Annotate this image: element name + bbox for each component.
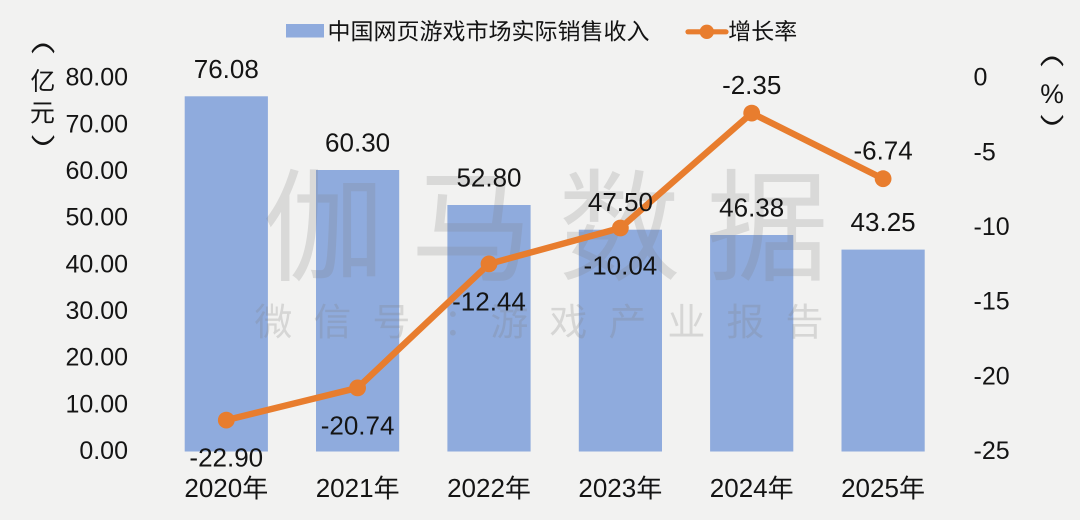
svg-text:-22.90: -22.90 — [189, 443, 263, 473]
svg-text:2021: 2021 — [316, 473, 374, 503]
svg-text:40.00: 40.00 — [65, 250, 128, 278]
svg-text:0.00: 0.00 — [79, 437, 128, 465]
svg-text:47.50: 47.50 — [588, 187, 653, 217]
svg-text:2023: 2023 — [578, 473, 636, 503]
svg-text:-10.04: -10.04 — [584, 251, 658, 281]
svg-text:2025: 2025 — [841, 473, 899, 503]
svg-text:46.38: 46.38 — [719, 192, 784, 222]
svg-text:-5: -5 — [974, 138, 996, 166]
svg-text:-20.74: -20.74 — [321, 410, 395, 440]
svg-text:60.30: 60.30 — [325, 128, 390, 158]
svg-text:2022: 2022 — [447, 473, 505, 503]
svg-text:76.08: 76.08 — [194, 54, 259, 84]
svg-text:43.25: 43.25 — [851, 207, 916, 237]
svg-text:-25: -25 — [974, 437, 1010, 465]
svg-text:70.00: 70.00 — [65, 110, 128, 138]
svg-text:-10: -10 — [974, 213, 1010, 241]
svg-text:-20: -20 — [974, 362, 1010, 390]
svg-text:52.80: 52.80 — [456, 163, 521, 193]
svg-text:%: % — [1040, 79, 1064, 109]
svg-text:0: 0 — [974, 64, 988, 92]
svg-text:80.00: 80.00 — [65, 64, 128, 92]
svg-text:30.00: 30.00 — [65, 297, 128, 325]
svg-text:60.00: 60.00 — [65, 157, 128, 185]
svg-text:-15: -15 — [974, 288, 1010, 316]
svg-text:10.00: 10.00 — [65, 390, 128, 418]
svg-text:2024: 2024 — [710, 473, 768, 503]
svg-text:2020: 2020 — [184, 473, 242, 503]
svg-text:50.00: 50.00 — [65, 204, 128, 232]
svg-text:-6.74: -6.74 — [853, 136, 912, 166]
svg-text:-12.44: -12.44 — [452, 286, 526, 316]
svg-text:-2.35: -2.35 — [722, 70, 781, 100]
svg-text:20.00: 20.00 — [65, 344, 128, 372]
